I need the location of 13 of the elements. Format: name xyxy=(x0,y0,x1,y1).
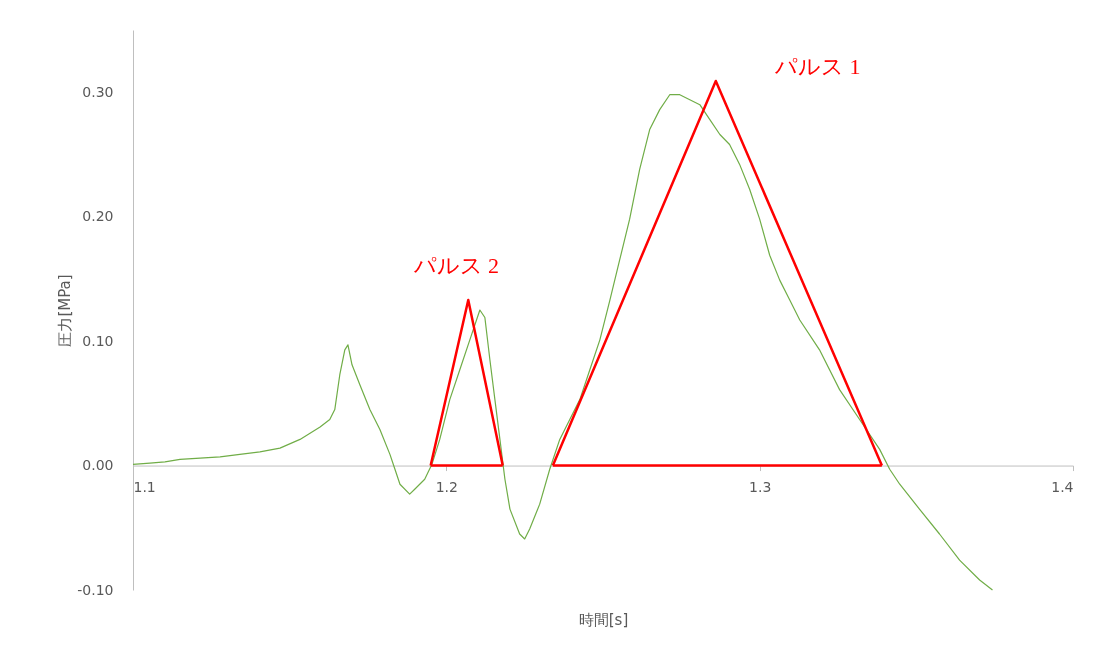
x-tick-label: 1.4 xyxy=(1051,479,1074,496)
series-label: パルス 2 xyxy=(412,253,500,279)
x-tick-label: 1.2 xyxy=(435,479,458,496)
y-tick-label: 0.30 xyxy=(82,83,114,100)
x-axis-title: 時間[s] xyxy=(578,610,629,629)
y-tick-label: 0.10 xyxy=(82,332,114,349)
y-axis-title: 圧力[MPa] xyxy=(56,274,75,347)
y-tick-label: 0.20 xyxy=(82,208,114,225)
text: パルス 1 xyxy=(774,54,861,80)
y-tick-label: -0.10 xyxy=(77,581,114,598)
y-tick-label: 0.00 xyxy=(82,457,114,474)
x-tick-label: 1.1 xyxy=(133,479,156,496)
x-tick-label: 1.3 xyxy=(749,479,772,496)
